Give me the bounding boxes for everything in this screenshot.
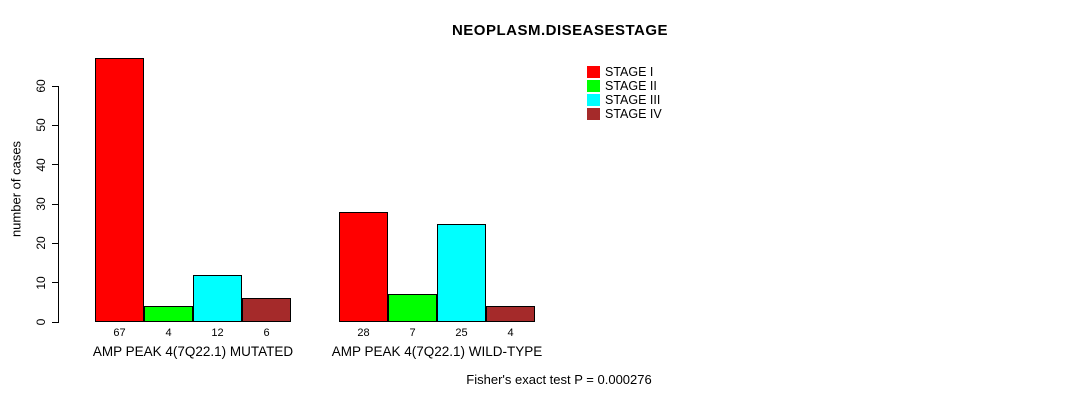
bar-stage-i: [95, 58, 144, 322]
bar-stage-i: [339, 212, 388, 322]
legend-label: STAGE III: [605, 93, 661, 107]
bar-stage-ii: [144, 306, 193, 322]
legend: STAGE I STAGE II STAGE III STAGE IV: [587, 65, 662, 121]
bar-value-label: 28: [357, 327, 370, 339]
bar-value-label: 6: [263, 327, 270, 339]
group-label: AMP PEAK 4(7Q22.1) WILD-TYPE: [331, 344, 543, 359]
bar-stage-iii: [437, 224, 486, 322]
legend-swatch-icon: [587, 94, 600, 106]
y-tick-mark: [52, 164, 59, 166]
y-tick-label: 20: [34, 236, 48, 251]
y-tick-label: 40: [34, 157, 48, 172]
bar-value-label: 7: [409, 327, 416, 339]
y-axis-line: [58, 86, 59, 323]
y-axis-title: number of cases: [8, 140, 24, 238]
y-tick-label: 0: [34, 318, 48, 326]
y-tick-label: 60: [34, 79, 48, 93]
legend-label: STAGE IV: [605, 107, 662, 121]
bar-value-label: 25: [455, 327, 468, 339]
bar-stage-ii: [388, 294, 437, 322]
bar-value-label: 4: [165, 327, 172, 339]
y-tick-mark: [52, 85, 59, 87]
y-tick-label: 30: [34, 197, 48, 211]
bar-stage-iii: [193, 275, 242, 322]
fisher-test-annotation: Fisher's exact test P = 0.000276: [466, 372, 652, 387]
y-tick-mark: [52, 203, 59, 205]
bar-value-label: 12: [211, 327, 224, 339]
legend-row: STAGE I: [587, 65, 662, 79]
legend-swatch-icon: [587, 66, 600, 78]
bar-stage-iv: [242, 298, 291, 322]
legend-row: STAGE IV: [587, 107, 662, 121]
legend-swatch-icon: [587, 80, 600, 92]
legend-row: STAGE II: [587, 79, 662, 93]
y-tick-label: 50: [34, 118, 48, 133]
y-tick-mark: [52, 321, 59, 323]
bar-value-label: 4: [507, 327, 514, 339]
legend-label: STAGE II: [605, 79, 657, 93]
chart-title: NEOPLASM.DISEASESTAGE: [451, 22, 669, 39]
bar-value-label: 67: [113, 327, 126, 339]
y-tick-mark: [52, 242, 59, 244]
y-tick-mark: [52, 124, 59, 126]
legend-swatch-icon: [587, 108, 600, 120]
y-tick-label: 10: [34, 275, 48, 290]
group-label: AMP PEAK 4(7Q22.1) MUTATED: [92, 344, 294, 359]
legend-row: STAGE III: [587, 93, 662, 107]
y-tick-mark: [52, 282, 59, 284]
legend-label: STAGE I: [605, 65, 654, 79]
bar-stage-iv: [486, 306, 535, 322]
